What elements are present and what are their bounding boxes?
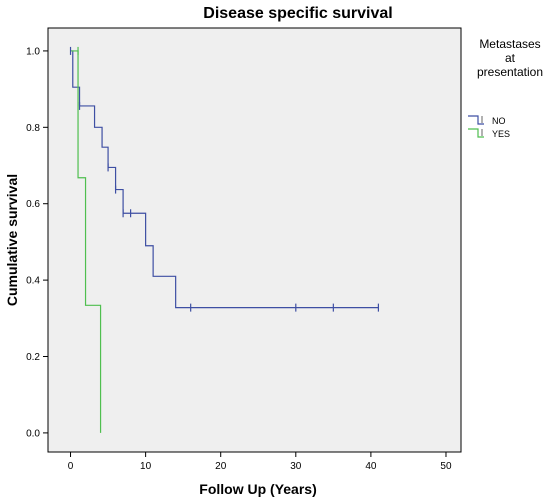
legend-label-no: NO bbox=[492, 116, 506, 126]
y-tick-label: 0.0 bbox=[26, 428, 40, 439]
legend-title: presentation bbox=[477, 65, 543, 79]
legend-title: at bbox=[505, 51, 516, 65]
x-tick-label: 0 bbox=[68, 461, 74, 472]
y-tick-label: 1.0 bbox=[26, 46, 40, 57]
x-axis-label: Follow Up (Years) bbox=[199, 481, 316, 497]
x-tick-label: 10 bbox=[140, 461, 152, 472]
y-tick-label: 0.8 bbox=[26, 123, 40, 134]
legend-swatch-no bbox=[468, 115, 484, 125]
y-tick-label: 0.6 bbox=[26, 199, 40, 210]
legend-swatch-yes bbox=[468, 128, 484, 138]
axis-ticks: 0 10 20 30 40 50 0.0 0.2 0.4 0.6 0.8 1.0 bbox=[26, 46, 452, 472]
plot-area bbox=[47, 27, 462, 453]
x-tick-label: 30 bbox=[290, 461, 302, 472]
y-axis-label: Cumulative survival bbox=[4, 174, 20, 306]
legend-label-yes: YES bbox=[492, 129, 510, 139]
series-line-no bbox=[70, 50, 379, 309]
x-tick-label: 40 bbox=[365, 461, 377, 472]
chart-title: Disease specific survival bbox=[203, 5, 392, 22]
legend-title: Metastases bbox=[479, 37, 540, 51]
x-tick-label: 50 bbox=[440, 461, 452, 472]
y-tick-label: 0.2 bbox=[26, 352, 40, 363]
x-tick-label: 20 bbox=[215, 461, 227, 472]
censor-marks bbox=[69, 46, 379, 312]
y-tick-label: 0.4 bbox=[26, 276, 40, 287]
